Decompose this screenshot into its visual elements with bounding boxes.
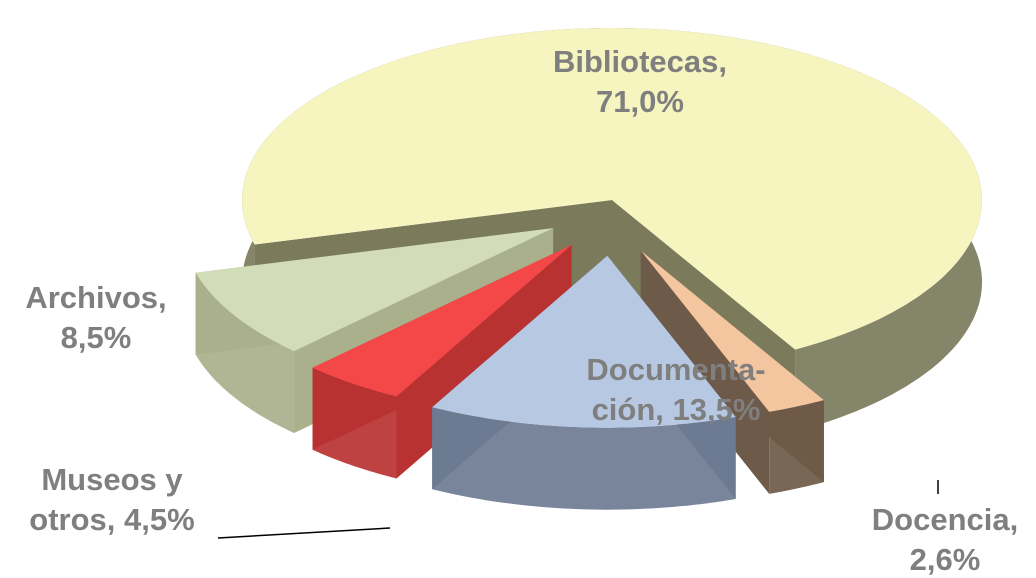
data-label: otros, 4,5% (29, 502, 194, 537)
slice-wall (432, 407, 736, 510)
slices (195, 28, 982, 510)
slice-top (432, 255, 736, 428)
data-label: ción, 13,5% (592, 392, 761, 427)
data-label: 2,6% (910, 542, 981, 577)
slice-wall (312, 367, 397, 479)
labels: Bibliotecas, 71,0% Docencia, 2,6% Documenta-… (25, 44, 1018, 577)
slice-wall (769, 400, 824, 494)
data-label: Docencia, (872, 502, 1018, 537)
data-label: 71,0% (596, 84, 684, 119)
slice-top (195, 228, 554, 351)
slice-wall (195, 272, 295, 433)
data-label: Bibliotecas, (553, 44, 727, 79)
data-label: Archivos, (25, 280, 166, 315)
slice (640, 250, 824, 494)
slice-top (312, 244, 572, 397)
slice-top (242, 28, 982, 350)
data-label: Documenta- (586, 352, 765, 387)
leader-line (217, 527, 391, 539)
data-label: 8,5% (61, 320, 132, 355)
data-label: Museos y (41, 462, 183, 497)
slice-top (640, 250, 824, 412)
slice-side (640, 250, 770, 494)
slice (432, 255, 736, 510)
